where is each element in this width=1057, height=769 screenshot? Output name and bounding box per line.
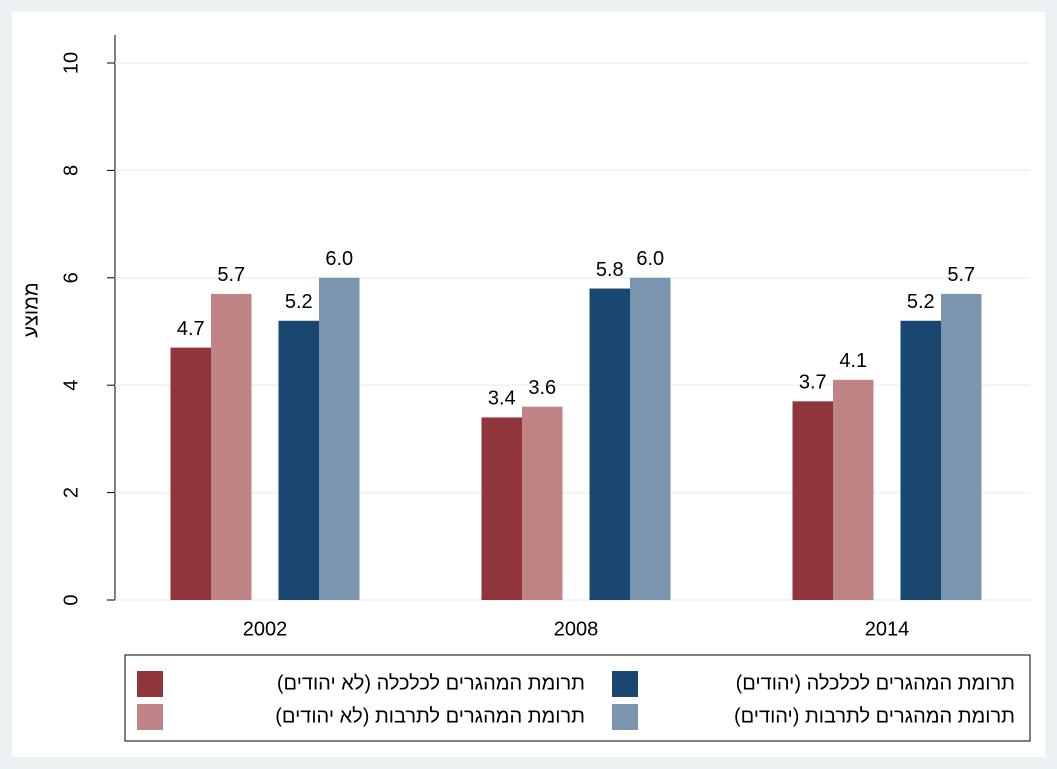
data-label: 6.0 (325, 248, 353, 270)
bar (589, 288, 630, 600)
bar (630, 277, 671, 600)
bar (941, 293, 982, 600)
bar (522, 406, 563, 600)
bar (900, 320, 941, 600)
data-label: 5.8 (596, 259, 624, 281)
x-tick-label: 2002 (243, 618, 288, 640)
y-tick-label: 10 (60, 52, 82, 74)
legend-box (124, 654, 1031, 742)
bar (792, 401, 833, 600)
x-tick-label: 2008 (554, 618, 599, 640)
bar (319, 277, 360, 600)
y-tick-label: 8 (60, 165, 82, 176)
legend-label: תרומת המהגרים לכלכלה (לא יהודים) (277, 672, 585, 694)
legend-label: תרומת המהגרים לתרבות (יהודים) (734, 705, 1015, 727)
bar (833, 379, 874, 600)
bar (211, 293, 252, 600)
legend-label: תרומת המהגרים לכלכלה (יהודים) (736, 672, 1015, 694)
data-label: 3.6 (528, 377, 556, 399)
y-tick-label: 6 (60, 272, 82, 283)
x-tick-label: 2014 (865, 618, 910, 640)
legend-label: תרומת המהגרים לתרבות (לא יהודים) (275, 705, 585, 727)
data-label: 6.0 (636, 248, 664, 270)
data-label: 5.7 (947, 264, 975, 286)
data-label: 4.7 (177, 318, 205, 340)
bar (481, 417, 522, 600)
data-label: 4.1 (839, 350, 867, 372)
data-label: 5.2 (285, 291, 313, 313)
data-label: 5.2 (907, 291, 935, 313)
legend-swatch (612, 704, 638, 730)
legend-swatch (612, 671, 638, 697)
bar (278, 320, 319, 600)
y-axis-label: ממוצע (20, 282, 42, 337)
legend-swatch (137, 704, 163, 730)
bar (170, 347, 211, 600)
data-label: 5.7 (217, 264, 245, 286)
y-tick-label: 2 (60, 487, 82, 498)
data-label: 3.4 (488, 388, 516, 410)
data-label: 3.7 (799, 372, 827, 394)
legend-swatch (137, 671, 163, 697)
y-tick-label: 0 (60, 594, 82, 605)
y-tick-label: 4 (60, 380, 82, 391)
